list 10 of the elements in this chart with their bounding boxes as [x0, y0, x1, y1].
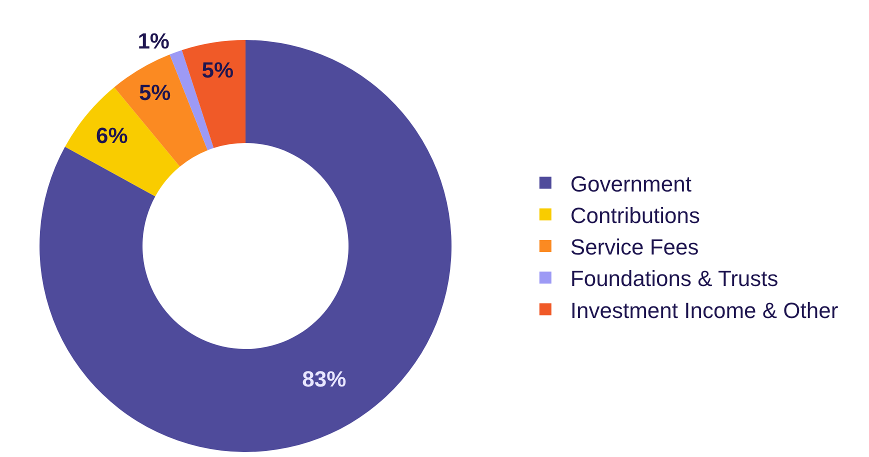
legend-label: Contributions [570, 202, 700, 228]
legend-label: Government [570, 171, 692, 196]
legend-label: Foundations & Trusts [570, 266, 778, 292]
legend-label: Service Fees [570, 234, 699, 260]
data-label: 5% [138, 80, 171, 106]
data-label: 5% [202, 58, 234, 83]
data-label: 83% [302, 366, 346, 392]
data-label: 6% [96, 122, 128, 148]
data-label: 1% [138, 28, 170, 54]
legend-label: Investment Income & Other [570, 298, 838, 323]
